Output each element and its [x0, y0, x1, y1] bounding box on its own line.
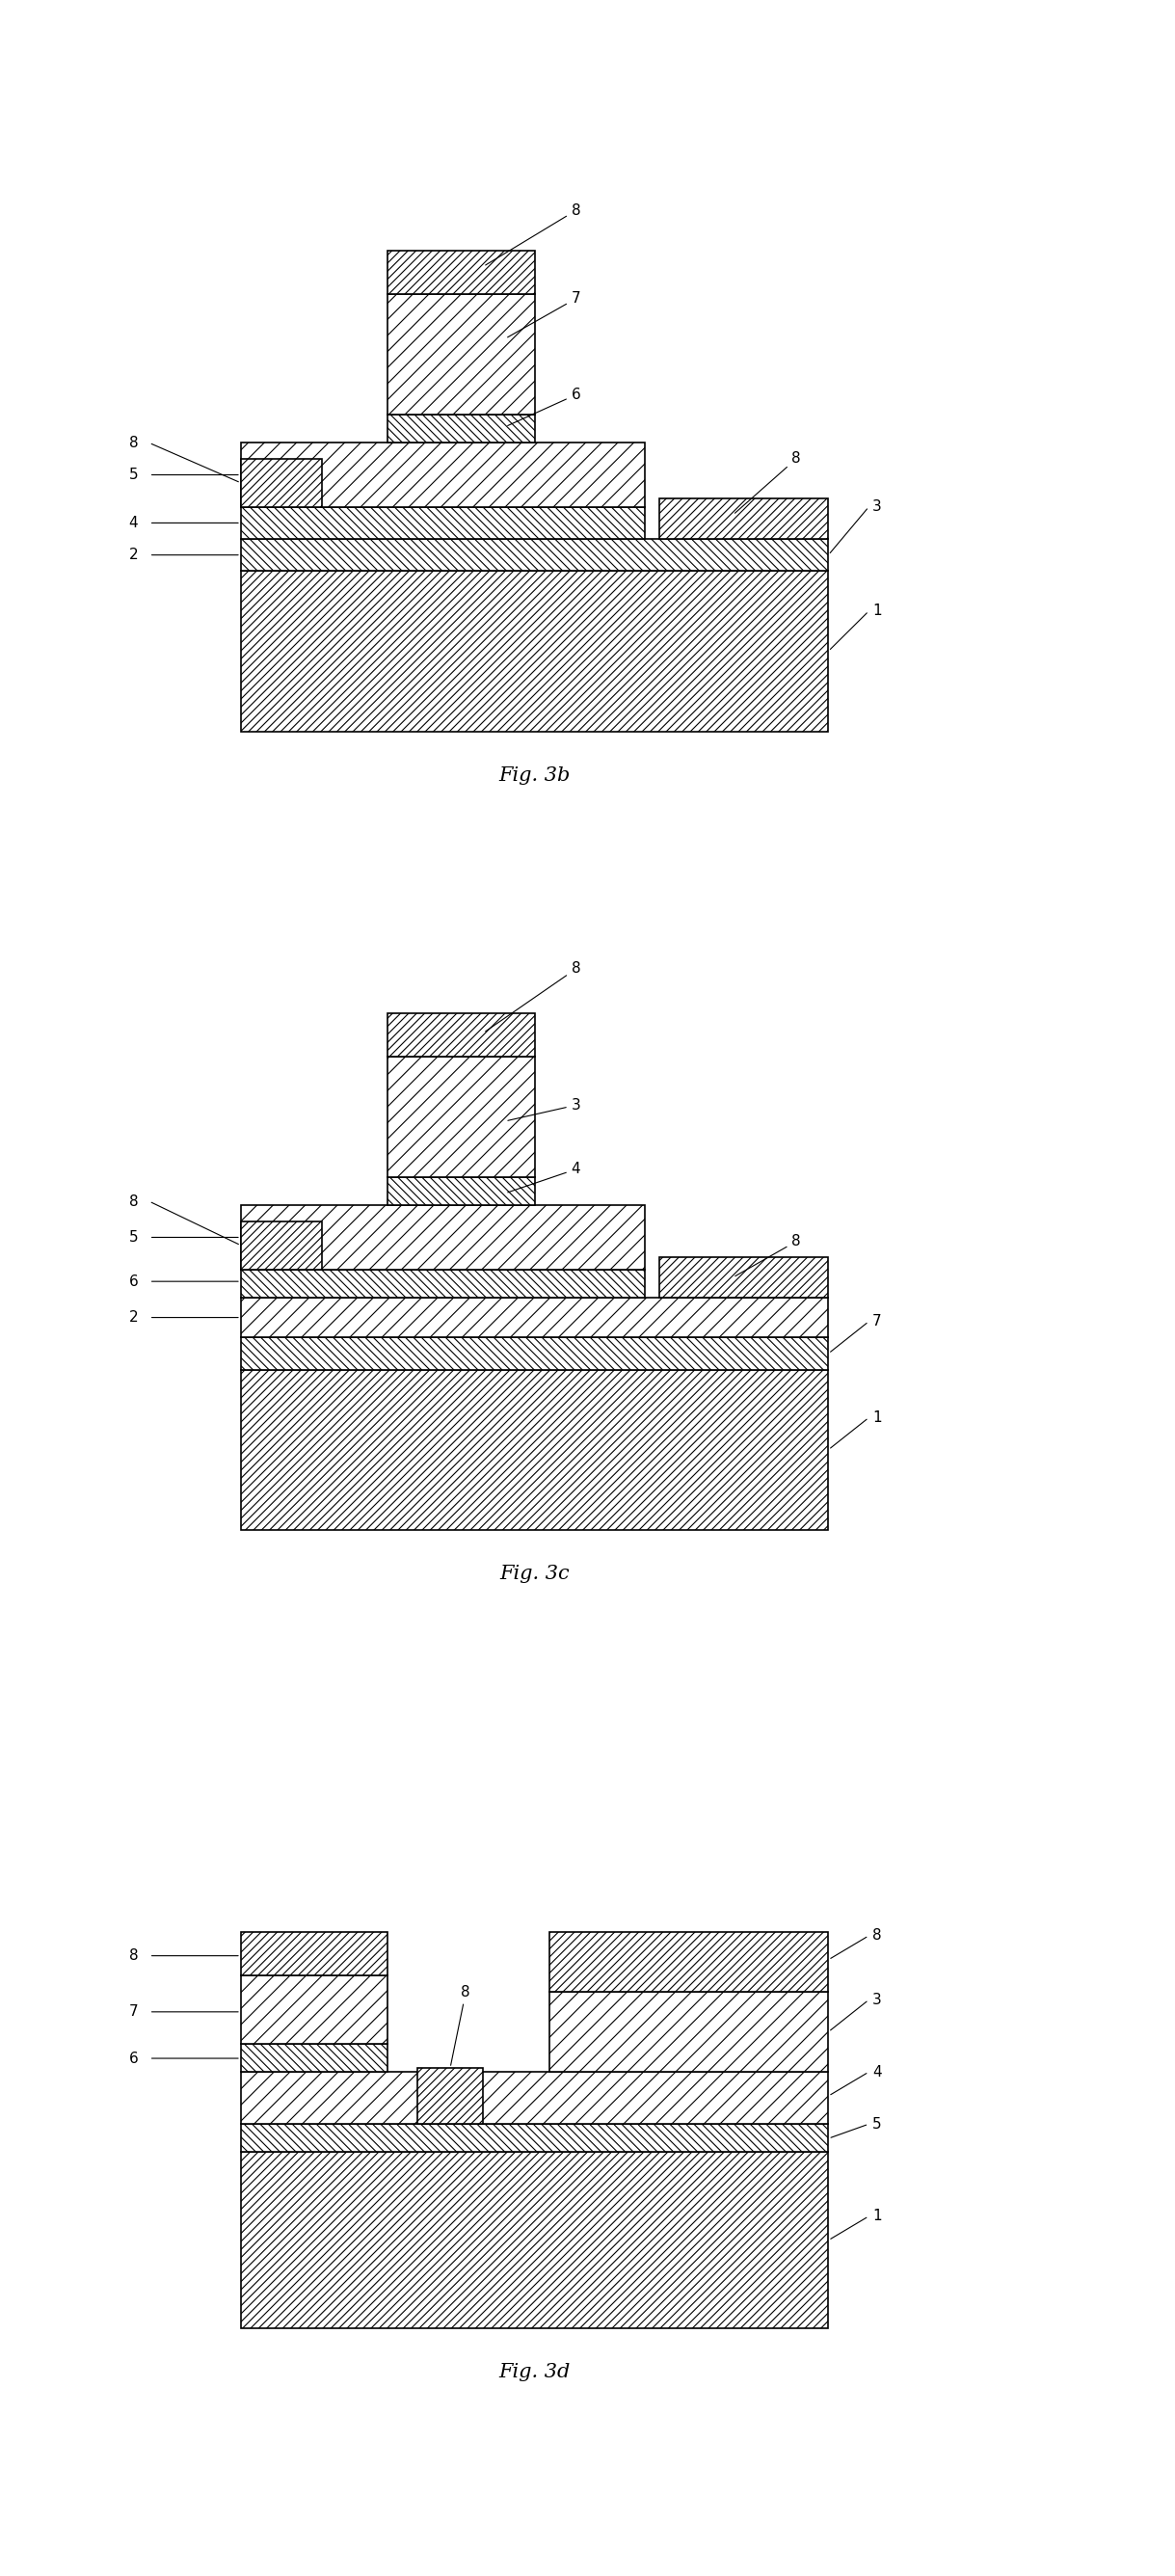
Text: 8: 8: [734, 451, 801, 513]
Text: 3: 3: [508, 1097, 580, 1121]
Text: 8: 8: [485, 961, 580, 1030]
Bar: [241, 2071, 828, 2125]
Bar: [659, 1257, 828, 1298]
Bar: [549, 1932, 828, 1991]
Bar: [659, 500, 828, 538]
Bar: [388, 1056, 535, 1177]
Bar: [241, 443, 645, 507]
Text: 8: 8: [872, 1929, 881, 1942]
Bar: [241, 1298, 828, 1337]
Text: 3: 3: [872, 500, 881, 515]
Text: 3: 3: [872, 1994, 881, 2007]
Bar: [241, 572, 828, 732]
Text: 4: 4: [872, 2066, 881, 2079]
Text: 5: 5: [129, 1231, 139, 1244]
Bar: [241, 1221, 322, 1270]
Text: Fig. 3b: Fig. 3b: [498, 765, 571, 786]
Bar: [388, 1012, 535, 1056]
Bar: [388, 415, 535, 443]
Text: 5: 5: [129, 469, 139, 482]
Bar: [241, 538, 828, 572]
Text: 8: 8: [736, 1234, 801, 1275]
Bar: [388, 1177, 535, 1206]
Text: 7: 7: [872, 1314, 881, 1329]
Text: 1: 1: [872, 2210, 881, 2223]
Bar: [241, 2125, 828, 2151]
Bar: [388, 294, 535, 415]
Bar: [388, 250, 535, 294]
Text: 8: 8: [451, 1984, 470, 2066]
Bar: [241, 2151, 828, 2329]
Text: 4: 4: [508, 1162, 580, 1193]
Bar: [241, 2043, 388, 2071]
Text: 8: 8: [129, 1195, 139, 1208]
Bar: [241, 1932, 388, 1976]
Text: Fig. 3c: Fig. 3c: [499, 1564, 570, 1584]
Bar: [549, 1991, 828, 2071]
Text: 7: 7: [129, 2004, 139, 2020]
Text: 8: 8: [129, 1947, 139, 1963]
Bar: [241, 1206, 645, 1270]
Bar: [241, 459, 322, 507]
Text: 8: 8: [485, 204, 580, 265]
Text: 8: 8: [129, 435, 139, 451]
Text: 1: 1: [872, 603, 881, 618]
Text: Fig. 3d: Fig. 3d: [498, 2362, 571, 2383]
Text: 7: 7: [508, 291, 580, 337]
Text: 5: 5: [872, 2117, 881, 2130]
Bar: [241, 1370, 828, 1530]
Text: 1: 1: [872, 1412, 881, 1425]
Text: 6: 6: [508, 386, 580, 425]
Text: 6: 6: [129, 2050, 139, 2066]
Bar: [241, 507, 645, 538]
Bar: [241, 1270, 645, 1298]
Bar: [241, 1337, 828, 1370]
Bar: [417, 2069, 483, 2125]
Text: 2: 2: [129, 549, 139, 562]
Text: 4: 4: [129, 515, 139, 531]
Text: 6: 6: [129, 1275, 139, 1288]
Text: 2: 2: [129, 1311, 139, 1324]
Bar: [241, 1976, 388, 2043]
